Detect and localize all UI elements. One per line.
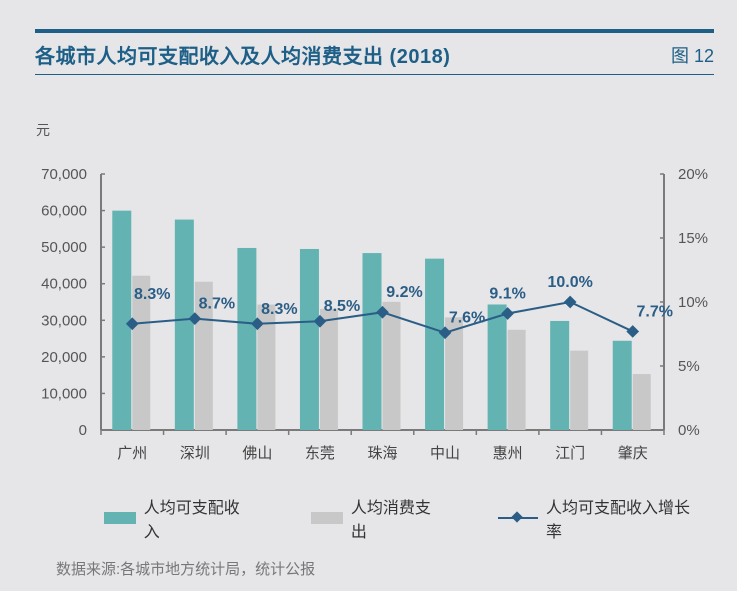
legend-label-income: 人均可支配收入	[143, 500, 240, 541]
x-tick-label: 惠州	[493, 445, 523, 462]
bar-income	[425, 258, 445, 430]
growth-point	[626, 325, 640, 338]
bar-income	[237, 247, 257, 430]
y-tick-label-right: 0%	[678, 422, 700, 439]
y-tick-label-left: 30,000	[41, 312, 87, 329]
chart-title: 各城市人均可支配收入及人均消费支出 (2018)	[35, 46, 451, 68]
growth-point	[501, 307, 514, 320]
legend: 人均可支配收入 人均消费支出 人均可支配收入增长率	[104, 494, 737, 542]
legend-swatch-growth-line-icon	[498, 512, 538, 524]
growth-data-label: 7.7%	[636, 303, 672, 320]
bar-income	[550, 320, 570, 430]
y-tick-label-left: 60,000	[41, 203, 87, 220]
y-tick-label-left: 70,000	[41, 166, 87, 183]
growth-point	[125, 317, 139, 331]
bar-income	[174, 219, 194, 430]
growth-data-label: 7.6%	[449, 310, 485, 327]
y-tick-label-left: 20,000	[41, 349, 87, 366]
growth-point	[313, 314, 327, 328]
bar-income	[112, 210, 132, 430]
title-top-rule	[35, 29, 714, 33]
y-tick-label-left: 10,000	[41, 385, 87, 402]
growth-data-label: 8.3%	[134, 286, 170, 303]
bar-income	[299, 248, 319, 430]
figure-label: 图 12	[670, 46, 714, 66]
bar-spending	[257, 304, 276, 430]
growth-point	[563, 295, 577, 309]
y-tick-label-right: 5%	[678, 358, 700, 375]
title-bottom-rule	[35, 74, 714, 75]
bar-income	[612, 340, 632, 430]
growth-point	[251, 317, 264, 331]
x-tick-label: 东莞	[305, 445, 335, 462]
growth-data-label: 9.2%	[386, 284, 422, 301]
legend-label-growth: 人均可支配收入增长率	[546, 500, 691, 541]
x-tick-label: 肇庆	[618, 445, 648, 462]
x-tick-label: 中山	[430, 445, 460, 462]
growth-point	[188, 312, 202, 326]
legend-item-spending: 人均消费支出	[311, 494, 446, 542]
y-axis-unit: 元	[36, 122, 50, 138]
growth-data-label: 10.0%	[547, 274, 592, 291]
growth-data-label: 8.3%	[261, 301, 297, 318]
x-tick-label: 广州	[117, 445, 147, 462]
growth-data-label: 8.5%	[324, 298, 360, 315]
growth-data-label: 9.1%	[489, 286, 525, 303]
bar-spending	[382, 301, 401, 430]
y-tick-label-left: 40,000	[41, 276, 87, 293]
y-tick-label-left: 50,000	[41, 239, 87, 256]
bar-spending	[507, 329, 526, 430]
legend-item-income: 人均可支配收入	[104, 494, 255, 542]
growth-point	[438, 326, 452, 340]
y-tick-label-right: 20%	[678, 166, 708, 183]
x-tick-label: 江门	[555, 445, 585, 462]
bar-income	[487, 304, 507, 430]
growth-point	[376, 305, 389, 319]
y-tick-label-right: 15%	[678, 230, 708, 247]
x-tick-label: 珠海	[367, 445, 397, 462]
y-tick-label-left: 0	[79, 422, 87, 439]
growth-data-label: 8.7%	[199, 296, 235, 313]
bar-spending	[132, 275, 151, 430]
bar-income	[362, 253, 382, 430]
bar-spending	[445, 317, 464, 430]
x-tick-label: 深圳	[180, 445, 210, 462]
y-tick-label-right: 10%	[678, 294, 708, 311]
legend-label-spending: 人均消费支出	[350, 500, 431, 541]
data-source-note: 数据来源:各城市地方统计局，统计公报	[56, 561, 316, 578]
bar-spending	[319, 308, 338, 430]
legend-swatch-income	[104, 512, 136, 524]
legend-item-growth: 人均可支配收入增长率	[498, 494, 705, 542]
x-tick-label: 佛山	[242, 445, 272, 462]
bar-spending	[632, 374, 651, 430]
legend-swatch-spending	[311, 512, 343, 524]
bar-spending	[570, 350, 589, 430]
